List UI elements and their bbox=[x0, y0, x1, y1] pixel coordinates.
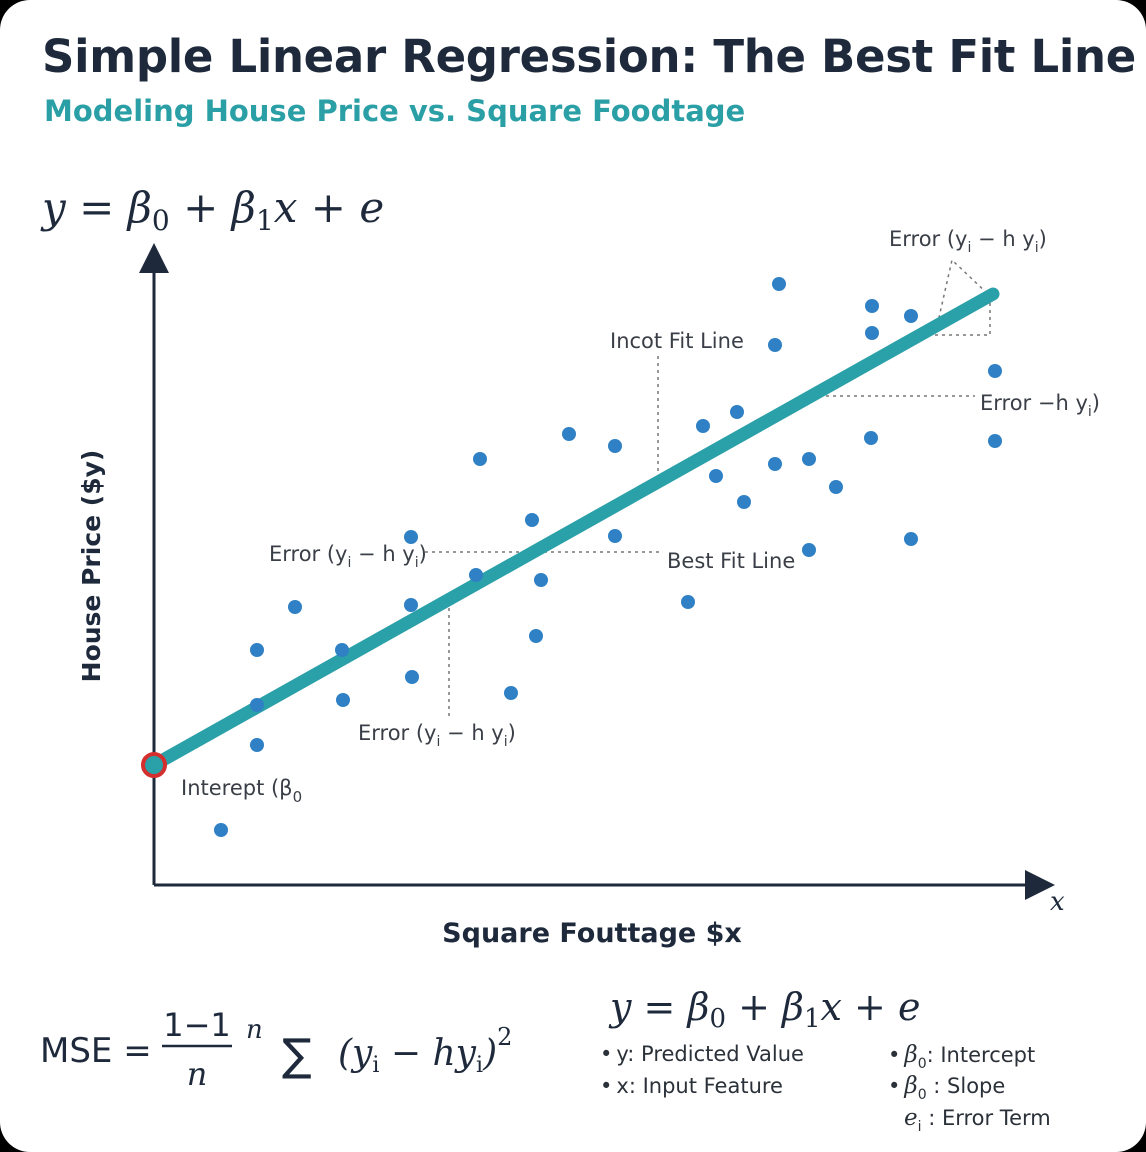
data-point-7 bbox=[336, 693, 350, 707]
legend-item-intercept: • β0: Intercept bbox=[888, 1042, 1035, 1072]
data-point-24 bbox=[737, 495, 751, 509]
data-point-3 bbox=[250, 643, 264, 657]
y-axis-label: House Price ($y) bbox=[77, 450, 106, 683]
data-point-9 bbox=[405, 670, 419, 684]
data-point-10 bbox=[404, 530, 418, 544]
mse-formula: MSE = 1−1 n n ∑ (yi − hyi)2 bbox=[40, 1006, 512, 1093]
intercept-marker bbox=[141, 752, 167, 778]
data-point-19 bbox=[608, 529, 622, 543]
data-point-20 bbox=[681, 595, 695, 609]
equation-legend: y = β0 + β1x + e bbox=[608, 985, 920, 1034]
data-point-11 bbox=[469, 568, 483, 582]
data-point-30 bbox=[829, 480, 843, 494]
mse-fraction-denominator: n bbox=[187, 1055, 208, 1093]
data-point-28 bbox=[802, 452, 816, 466]
mse-superscript-n: n bbox=[246, 1015, 263, 1045]
data-point-25 bbox=[768, 457, 782, 471]
annotation-error-left: Error (yi − h yi) bbox=[269, 542, 427, 571]
annotation-incot-fit-line: Incot Fit Line bbox=[610, 329, 744, 353]
data-point-23 bbox=[730, 405, 744, 419]
annotation-error-bottom: Error (yi − h yi) bbox=[358, 721, 516, 750]
data-point-22 bbox=[709, 469, 723, 483]
data-point-13 bbox=[504, 686, 518, 700]
page-title: Simple Linear Regression: The Best Fit L… bbox=[42, 30, 1136, 83]
best-fit-line bbox=[147, 287, 1000, 772]
page-subtitle: Modeling House Price vs. Square Foodtage bbox=[44, 94, 746, 128]
annotation-best-fit-line: Best Fit Line bbox=[667, 549, 795, 573]
x-axis-symbol: x bbox=[1050, 887, 1065, 917]
x-axis-label: Square Fouttage $x bbox=[442, 918, 742, 949]
legend-items: • y: Predicted Value • x: Input Feature • β… bbox=[600, 1042, 1051, 1135]
legend-item-error: ei : Error Term bbox=[904, 1105, 1051, 1135]
mse-sigma: ∑ bbox=[282, 1030, 312, 1081]
data-point-18 bbox=[608, 439, 622, 453]
data-point-1 bbox=[214, 823, 228, 837]
data-points bbox=[214, 277, 1002, 837]
data-point-4 bbox=[250, 698, 264, 712]
data-point-27 bbox=[772, 277, 786, 291]
data-point-15 bbox=[529, 629, 543, 643]
data-point-12 bbox=[473, 452, 487, 466]
annotation-error-right: Error −h yi) bbox=[980, 391, 1100, 420]
data-point-2 bbox=[250, 738, 264, 752]
data-point-26 bbox=[768, 338, 782, 352]
data-point-32 bbox=[865, 299, 879, 313]
annotation-error-top-right: Error (yi − h yi) bbox=[889, 227, 1047, 256]
data-point-37 bbox=[988, 434, 1002, 448]
data-point-34 bbox=[904, 309, 918, 323]
legend-item-y: • y: Predicted Value bbox=[600, 1042, 804, 1066]
data-point-35 bbox=[904, 532, 918, 546]
mse-fraction-numerator: 1−1 bbox=[163, 1006, 231, 1044]
mse-label: MSE = bbox=[40, 1031, 152, 1071]
data-point-29 bbox=[802, 543, 816, 557]
mse-term: (yi − hyi)2 bbox=[338, 1023, 512, 1078]
data-point-33 bbox=[865, 326, 879, 340]
data-point-5 bbox=[288, 600, 302, 614]
equation-top: y = β0 + β1x + e bbox=[40, 183, 384, 237]
data-point-6 bbox=[335, 643, 349, 657]
data-point-16 bbox=[534, 573, 548, 587]
data-point-36 bbox=[988, 364, 1002, 378]
data-point-21 bbox=[696, 419, 710, 433]
data-point-31 bbox=[864, 431, 878, 445]
legend-item-x: • x: Input Feature bbox=[600, 1074, 783, 1098]
data-point-8 bbox=[404, 598, 418, 612]
data-point-17 bbox=[562, 427, 576, 441]
data-point-14 bbox=[525, 513, 539, 527]
legend-item-slope: • β0 : Slope bbox=[888, 1073, 1005, 1103]
annotation-intercept: Interept (β0 bbox=[181, 776, 302, 806]
